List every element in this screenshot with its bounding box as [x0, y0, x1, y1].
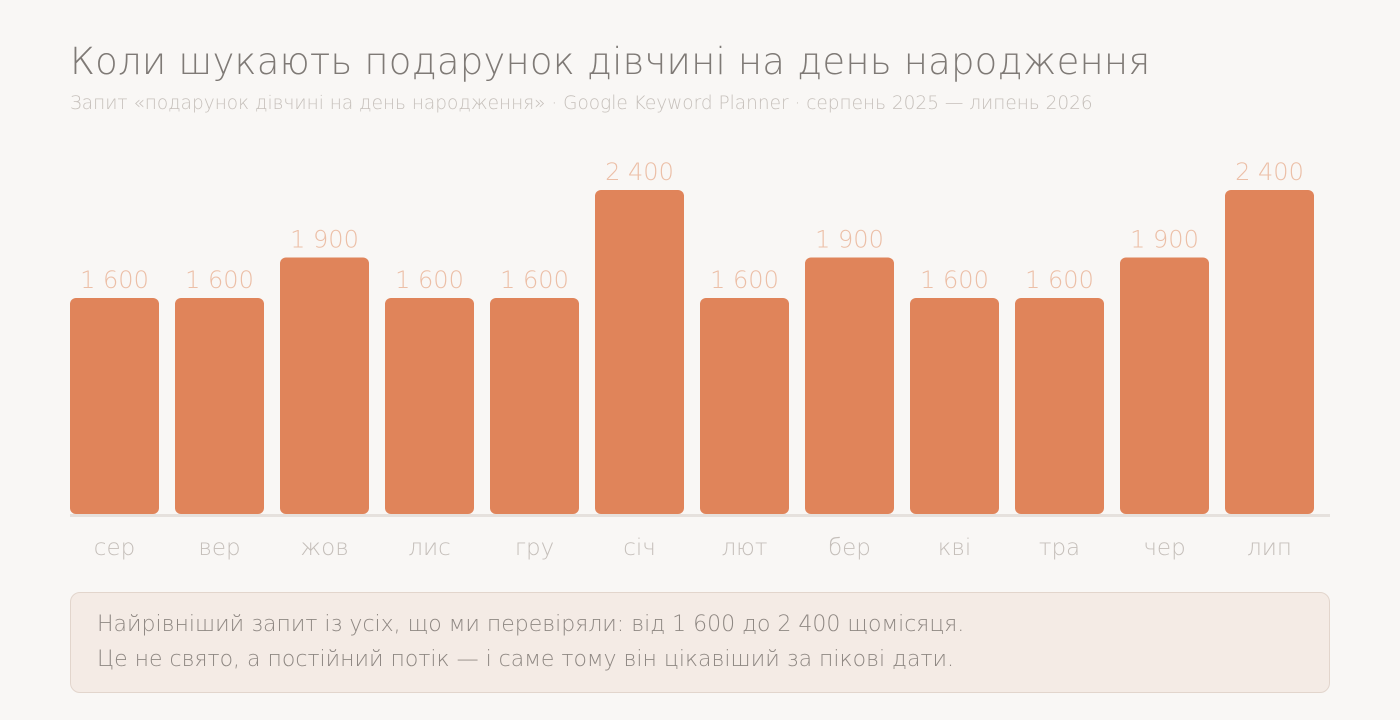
- x-tick-січ: січ: [623, 535, 656, 561]
- x-tick-лип: лип: [1247, 535, 1292, 561]
- bar-бер: [805, 257, 894, 514]
- bar-тра: [1015, 298, 1104, 514]
- bar-гру: [490, 298, 579, 514]
- note-line-1: Найрівніший запит із усіх, що ми перевір…: [97, 612, 965, 637]
- chart-subtitle: Запит «подарунок дівчині на день народже…: [70, 93, 1093, 114]
- value-label-лип: 2 400: [1235, 158, 1304, 186]
- bar-січ: [595, 190, 684, 514]
- bar-чер: [1120, 257, 1209, 514]
- value-label-гру: 1 600: [500, 266, 569, 294]
- value-label-кві: 1 600: [920, 266, 989, 294]
- insight-note: Найрівніший запит із усіх, що ми перевір…: [70, 592, 1330, 693]
- x-tick-сер: сер: [94, 535, 135, 561]
- bar-лют: [700, 298, 789, 514]
- x-tick-лис: лис: [408, 535, 451, 561]
- x-tick-бер: бер: [828, 535, 871, 561]
- x-tick-гру: гру: [515, 535, 555, 561]
- bar-жов: [280, 257, 369, 514]
- value-label-тра: 1 600: [1025, 266, 1094, 294]
- value-label-лют: 1 600: [710, 266, 779, 294]
- value-label-бер: 1 900: [815, 226, 884, 254]
- bar-сер: [70, 298, 159, 514]
- bar-вер: [175, 298, 264, 514]
- x-tick-вер: вер: [198, 535, 240, 561]
- value-label-лис: 1 600: [395, 266, 464, 294]
- x-tick-тра: тра: [1039, 535, 1080, 561]
- value-label-січ: 2 400: [605, 158, 674, 186]
- x-tick-кві: кві: [938, 535, 972, 561]
- x-tick-жов: жов: [300, 535, 348, 561]
- x-tick-чер: чер: [1143, 535, 1185, 561]
- chart-title: Коли шукають подарунок дівчині на день н…: [70, 40, 1151, 83]
- bar-кві: [910, 298, 999, 514]
- value-label-жов: 1 900: [290, 226, 359, 254]
- value-label-чер: 1 900: [1130, 226, 1199, 254]
- bar-лис: [385, 298, 474, 514]
- note-line-2: Це не свято, а постійний потік — і саме …: [97, 647, 955, 672]
- value-label-сер: 1 600: [80, 266, 149, 294]
- bar-chart: 1 600 1 600 1 900 1 600 1 600 2 400 1 600 1 900…: [70, 158, 1330, 561]
- value-label-вер: 1 600: [185, 266, 254, 294]
- x-tick-лют: лют: [721, 535, 767, 561]
- bar-лип: [1225, 190, 1314, 514]
